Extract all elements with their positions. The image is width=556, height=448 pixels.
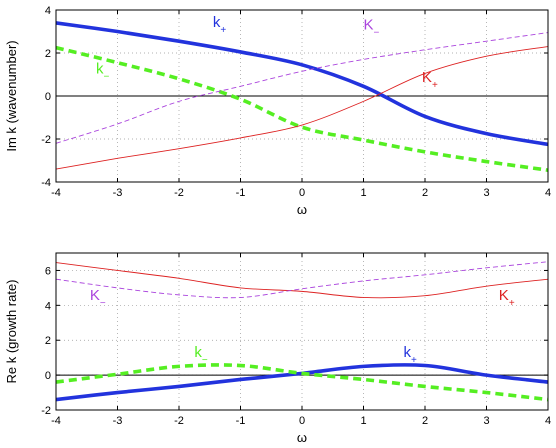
y-axis-label: Re k (growth rate) (4, 279, 19, 383)
x-tick-label: 0 (299, 187, 305, 199)
x-tick-label: -2 (174, 187, 184, 199)
series-line-0-2 (56, 32, 548, 144)
x-axis-label: ω (297, 202, 307, 217)
y-tick-label: 4 (45, 5, 51, 17)
annotation-sub: − (374, 27, 380, 38)
x-tick-label: -4 (51, 187, 61, 199)
annotation-sub: − (100, 298, 106, 309)
y-axis-label: Im k (wavenumber) (4, 40, 19, 151)
annotation-k-minus: k− (96, 60, 110, 82)
y-tick-label: 6 (45, 265, 51, 277)
annotation-k-plus: k+ (213, 14, 227, 36)
x-tick-label: 2 (422, 415, 428, 427)
axes-box (55, 252, 549, 411)
annotation-sub: + (220, 25, 226, 36)
x-tick-label: 4 (545, 187, 551, 199)
x-tick-label: -4 (51, 415, 61, 427)
annotation-sub: + (432, 80, 438, 91)
y-tick-label: 2 (45, 48, 51, 60)
annotation-k-plus: k+ (403, 344, 417, 366)
series-line-0-3 (56, 46, 548, 170)
x-tick-label: 0 (299, 415, 305, 427)
series-line-0-0 (56, 21, 548, 147)
series-line-1-2 (56, 363, 548, 402)
x-tick-label: -3 (113, 415, 123, 427)
annotation-main: k (213, 14, 221, 31)
annotation-main: K (422, 69, 432, 86)
x-tick-label: 2 (422, 187, 428, 199)
annotation-main: k (96, 60, 104, 77)
x-tick-label: -3 (113, 187, 123, 199)
x-tick-label: -1 (236, 187, 246, 199)
annotation-k-plus: K+ (499, 287, 515, 309)
y-tick-label: -4 (41, 177, 51, 189)
annotation-main: k (403, 344, 411, 361)
annotation-k-minus: K− (90, 287, 106, 309)
annotation-sub: + (411, 355, 417, 366)
x-tick-label: -1 (236, 415, 246, 427)
y-tick-label: -2 (41, 134, 51, 146)
annotation-sub: − (103, 71, 109, 82)
x-tick-label: 3 (483, 415, 489, 427)
annotation-sub: + (509, 298, 515, 309)
annotation-main: K (90, 287, 100, 304)
y-tick-label: 0 (45, 370, 51, 382)
x-tick-label: 3 (483, 187, 489, 199)
annotation-main: k (194, 344, 202, 361)
annotation-sub: − (202, 355, 208, 366)
x-tick-label: -2 (174, 415, 184, 427)
annotation-main: K (364, 16, 374, 33)
x-tick-label: 1 (360, 415, 366, 427)
y-tick-label: 4 (45, 300, 51, 312)
y-tick-label: 0 (45, 91, 51, 103)
x-tick-label: 4 (545, 415, 551, 427)
x-tick-label: 1 (360, 187, 366, 199)
annotation-k-minus: k− (194, 344, 208, 366)
series-line-0-1 (56, 45, 548, 172)
y-tick-label: -2 (41, 405, 51, 417)
annotation-main: K (499, 287, 509, 304)
series-line-1-0 (56, 262, 548, 299)
y-tick-label: 2 (45, 335, 51, 347)
series-line-1-1 (56, 261, 548, 299)
series-line-1-3 (56, 363, 548, 402)
annotation-k-minus: K− (364, 16, 380, 38)
annotation-k-plus: K+ (422, 69, 438, 91)
x-axis-label: ω (297, 430, 307, 445)
